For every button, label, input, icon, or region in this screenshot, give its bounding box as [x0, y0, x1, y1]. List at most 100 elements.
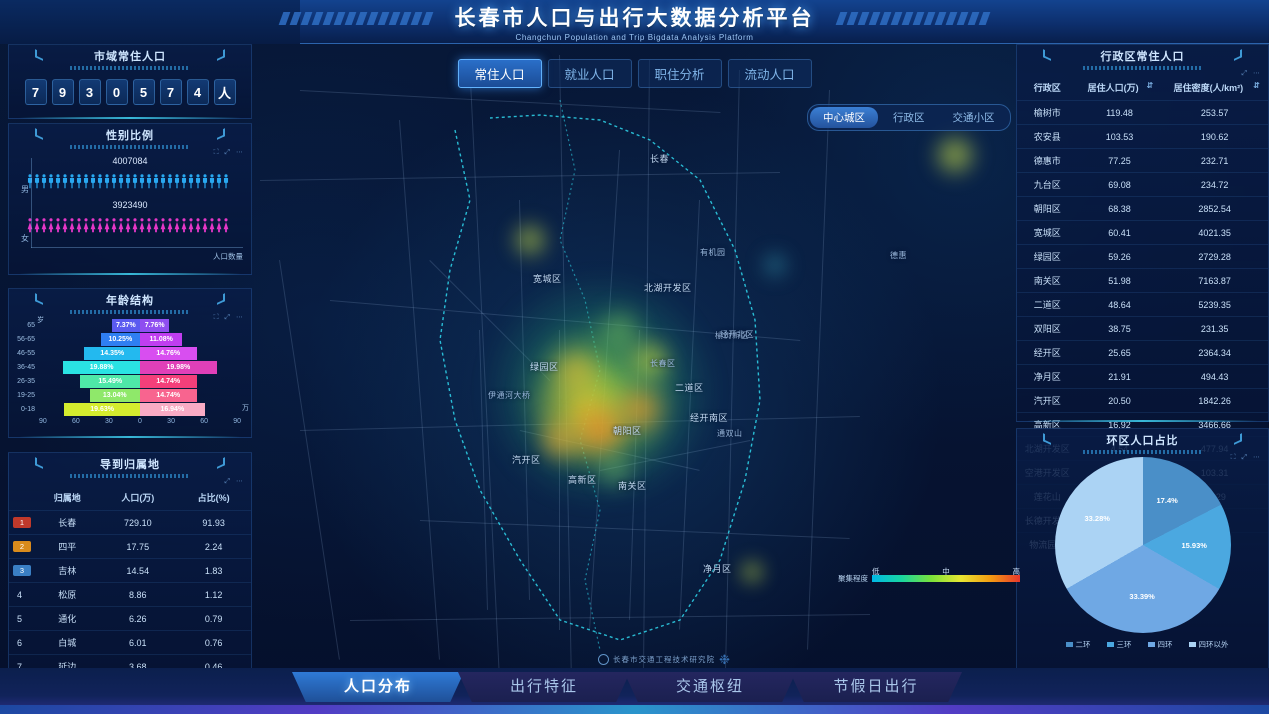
wave-deco-icon — [1082, 450, 1203, 454]
age-male-bar: 19.88% — [63, 361, 140, 374]
footer-nav-1[interactable]: 人口分布 — [292, 672, 464, 702]
male-axis-label: 男 — [21, 185, 29, 194]
female-icon — [34, 218, 40, 233]
tab-2[interactable]: 就业人口 — [547, 59, 632, 88]
rank-cell: 6 — [9, 630, 35, 655]
district-density-cell: 190.62 — [1161, 124, 1268, 149]
pie-legend[interactable]: 二环 三环 四环 四环以外 — [1017, 639, 1268, 650]
pie-slice-label: 33.39% — [1129, 591, 1155, 601]
footer-nav-3[interactable]: 交通枢纽 — [624, 672, 796, 702]
tab-4[interactable]: 流动人口 — [727, 59, 812, 88]
region-btn-2[interactable]: 行政区 — [893, 112, 925, 124]
pie-legend-item[interactable]: 三环 — [1098, 639, 1132, 650]
district-col-header[interactable]: 行政区 — [1017, 75, 1078, 101]
rank-badge: 2 — [13, 541, 31, 552]
age-tick: 60 — [200, 418, 208, 425]
table-row[interactable]: 二道区 48.64 5239.35 — [1017, 292, 1268, 317]
male-icon — [223, 174, 229, 189]
age-row: 19-25 13.04% 14.74% — [13, 389, 241, 402]
pie-legend-item[interactable]: 二环 — [1057, 639, 1091, 650]
tab-3[interactable]: 职住分析 — [637, 59, 722, 88]
footer-nav[interactable]: 人口分布 出行特征 交通枢纽 节假日出行 — [292, 672, 962, 702]
pct-cell: 91.93 — [176, 510, 251, 535]
wave-deco-icon — [70, 66, 190, 70]
pct-cell: 2.24 — [176, 534, 251, 559]
table-row[interactable]: 净月区 21.91 494.43 — [1017, 364, 1268, 389]
wave-deco-icon — [70, 145, 190, 149]
table-row[interactable]: 农安县 103.53 190.62 — [1017, 124, 1268, 149]
road-line — [279, 260, 340, 661]
panel-tools-icon[interactable]: ⛶ ⤢ ⋯ — [1230, 454, 1262, 461]
table-row[interactable]: 九台区 69.08 234.72 — [1017, 172, 1268, 197]
table-row[interactable]: 经开区 25.65 2364.34 — [1017, 340, 1268, 365]
age-male-side: 15.49% — [39, 375, 140, 388]
top-tab-bar[interactable]: 常住人口 就业人口 职住分析 流动人口 — [457, 59, 812, 88]
table-row[interactable]: 宽城区 60.41 4021.35 — [1017, 220, 1268, 245]
female-icon — [27, 218, 33, 233]
corner-deco-icon — [1043, 433, 1051, 445]
table-row[interactable]: 双阳区 38.75 231.35 — [1017, 316, 1268, 341]
age-female-bar: 14.74% — [140, 389, 197, 402]
map-label: 宽城区 — [533, 274, 562, 284]
district-name-cell: 双阳区 — [1017, 316, 1078, 341]
origin-col-header: 人口(万) — [121, 493, 155, 503]
female-count: 3923490 — [112, 200, 148, 210]
male-icon — [146, 174, 152, 189]
female-icon — [174, 218, 180, 233]
legend-swatch-icon — [1188, 642, 1196, 647]
panel-tools-icon[interactable]: ⤢ ⋯ — [1241, 70, 1262, 77]
table-row[interactable]: 德惠市 77.25 232.71 — [1017, 148, 1268, 173]
district-density-cell: 494.43 — [1161, 364, 1268, 389]
panel-tools-icon[interactable]: ⛶ ⤢ ⋯ — [213, 314, 245, 321]
table-row[interactable]: 南关区 51.98 7163.87 — [1017, 268, 1268, 293]
pie-slice-label: 33.28% — [1084, 513, 1110, 523]
district-name-cell: 榆树市 — [1017, 100, 1078, 125]
female-icon — [48, 218, 54, 233]
region-btn-3[interactable]: 交通小区 — [952, 112, 995, 124]
table-row[interactable]: 汽开区 20.50 1842.26 — [1017, 388, 1268, 413]
road-line — [350, 614, 871, 621]
district-col-header[interactable]: 居住密度(人/km²) ⇵ — [1161, 75, 1268, 101]
region-btn-1[interactable]: 中心城区 — [810, 107, 878, 128]
pie-legend-item[interactable]: 四环 — [1139, 639, 1173, 650]
panel-title-gender: 性别比例 — [9, 124, 251, 149]
header-deco-left — [279, 12, 434, 25]
map-label: 长春 — [650, 154, 670, 164]
table-row[interactable]: 2 四平 17.75 2.24 — [9, 534, 251, 559]
map-label: 伊通河大桥 — [488, 391, 531, 400]
table-row[interactable]: 6 白城 6.01 0.76 — [9, 630, 251, 655]
rank-cell: 2 — [9, 534, 35, 559]
corner-deco-icon — [217, 49, 225, 61]
table-row[interactable]: 3 吉林 14.54 1.83 — [9, 558, 251, 583]
panel-tools-icon[interactable]: ⤢ ⋯ — [224, 478, 245, 485]
district-col-header[interactable]: 居住人口(万) ⇵ — [1078, 75, 1162, 101]
wave-deco-icon — [70, 474, 190, 478]
female-icon — [104, 218, 110, 233]
pie-chart: 17.4% 15.93% 33.39% 33.28% — [1054, 457, 1231, 633]
district-pop-cell: 103.53 — [1077, 124, 1162, 149]
district-table-header[interactable]: 行政区 居住人口(万) ⇵ 居住密度(人/km²) ⇵ — [1017, 75, 1268, 101]
table-row[interactable]: 1 长春 729.10 91.93 — [9, 510, 251, 535]
panel-tools-icon[interactable]: ⛶ ⤢ ⋯ — [213, 149, 245, 156]
table-row[interactable]: 榆树市 119.48 253.57 — [1017, 100, 1268, 125]
map-label: 高新区 — [568, 475, 597, 485]
corner-deco-icon — [217, 293, 225, 305]
table-row[interactable]: 绿园区 59.26 2729.28 — [1017, 244, 1268, 269]
male-icon — [34, 174, 40, 189]
wave-deco-icon — [1082, 66, 1203, 70]
sort-arrow-icon[interactable]: ⇵ — [1253, 81, 1260, 90]
footer-nav-2[interactable]: 出行特征 — [458, 672, 630, 702]
table-row[interactable]: 朝阳区 68.38 2852.54 — [1017, 196, 1268, 221]
road-line — [299, 90, 720, 113]
sort-arrow-icon[interactable]: ⇵ — [1146, 81, 1154, 90]
male-icon — [90, 174, 96, 189]
pie-legend-item[interactable]: 四环以外 — [1180, 639, 1229, 650]
pop-cell: 17.75 — [99, 534, 177, 559]
table-row[interactable]: 4 松原 8.86 1.12 — [9, 582, 251, 607]
tab-1[interactable]: 常住人口 — [457, 59, 542, 88]
map-region-switch[interactable]: 中心城区 行政区 交通小区 — [807, 104, 1011, 131]
panel-underline — [19, 436, 241, 438]
table-row[interactable]: 5 通化 6.26 0.79 — [9, 606, 251, 631]
footer-nav-4[interactable]: 节假日出行 — [790, 672, 962, 702]
female-icon — [55, 218, 61, 233]
